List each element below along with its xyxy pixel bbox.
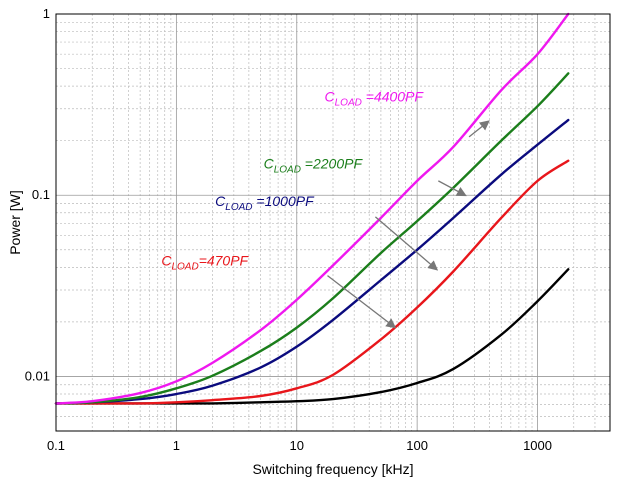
series-label-subscript: LOAD bbox=[225, 202, 252, 213]
y-axis-label: Power [W] bbox=[7, 190, 23, 255]
annotation-arrow-0 bbox=[468, 120, 490, 138]
series-label-value: =1000PF bbox=[253, 193, 316, 209]
x-tick-label: 1 bbox=[173, 438, 180, 453]
series-label-subscript: LOAD bbox=[171, 261, 198, 272]
series-label-value: =4400PF bbox=[362, 88, 425, 104]
series-line-3 bbox=[54, 72, 570, 405]
annotation-arrow-3 bbox=[327, 275, 397, 329]
x-axis-label: Switching frequency [kHz] bbox=[252, 461, 413, 477]
y-tick-label: 0.01 bbox=[25, 368, 50, 383]
series-label-4: CLOAD =4400PF bbox=[325, 88, 425, 108]
series-line-4 bbox=[54, 12, 570, 405]
x-tick-label: 0.1 bbox=[47, 438, 65, 453]
y-tick-label: 0.1 bbox=[32, 187, 50, 202]
tick-labels: 0.1 1 10 100 1000 0.01 0.1 1 bbox=[25, 6, 552, 453]
series-label-2: CLOAD =1000PF bbox=[215, 193, 315, 213]
series-label-1: CLOAD=470PF bbox=[161, 252, 249, 272]
series-label-3: CLOAD =2200PF bbox=[264, 156, 364, 176]
series-layer bbox=[54, 12, 570, 405]
series-label-main: C bbox=[161, 252, 172, 268]
series-line-1 bbox=[54, 159, 570, 405]
x-tick-label: 10 bbox=[290, 438, 304, 453]
annotation-arrow-2 bbox=[374, 216, 439, 271]
series-label-main: C bbox=[264, 156, 275, 172]
x-tick-label: 1000 bbox=[523, 438, 552, 453]
y-tick-label: 1 bbox=[43, 6, 50, 21]
series-label-value: =470PF bbox=[199, 252, 250, 268]
plot-frame bbox=[55, 13, 611, 432]
minor-grid bbox=[56, 14, 611, 432]
series-label-subscript: LOAD bbox=[335, 97, 362, 108]
series-label-value: =2200PF bbox=[301, 156, 364, 172]
series-label-main: C bbox=[325, 88, 336, 104]
series-line-2 bbox=[54, 118, 570, 405]
annotation-arrow-1 bbox=[438, 180, 467, 197]
x-tick-label: 100 bbox=[406, 438, 428, 453]
series-label-subscript: LOAD bbox=[274, 165, 301, 176]
series-label-main: C bbox=[215, 193, 226, 209]
